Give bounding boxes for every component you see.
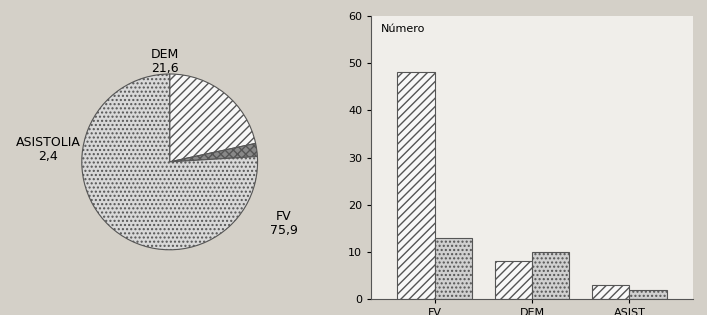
Text: DEM: DEM	[151, 48, 180, 61]
Wedge shape	[82, 74, 257, 250]
Text: 21,6: 21,6	[151, 62, 179, 75]
Text: 2,4: 2,4	[38, 150, 58, 163]
Bar	[495, 261, 532, 299]
Wedge shape	[170, 143, 257, 162]
Wedge shape	[170, 74, 256, 162]
Text: ASISTOLIA: ASISTOLIA	[16, 136, 81, 149]
Bar	[592, 285, 629, 299]
Bar	[435, 238, 472, 299]
Bar	[532, 252, 569, 299]
Text: FV: FV	[276, 210, 292, 223]
Bar	[397, 72, 435, 299]
Text: Número: Número	[381, 24, 425, 34]
Text: 75,9: 75,9	[270, 224, 298, 237]
Bar	[629, 290, 667, 299]
